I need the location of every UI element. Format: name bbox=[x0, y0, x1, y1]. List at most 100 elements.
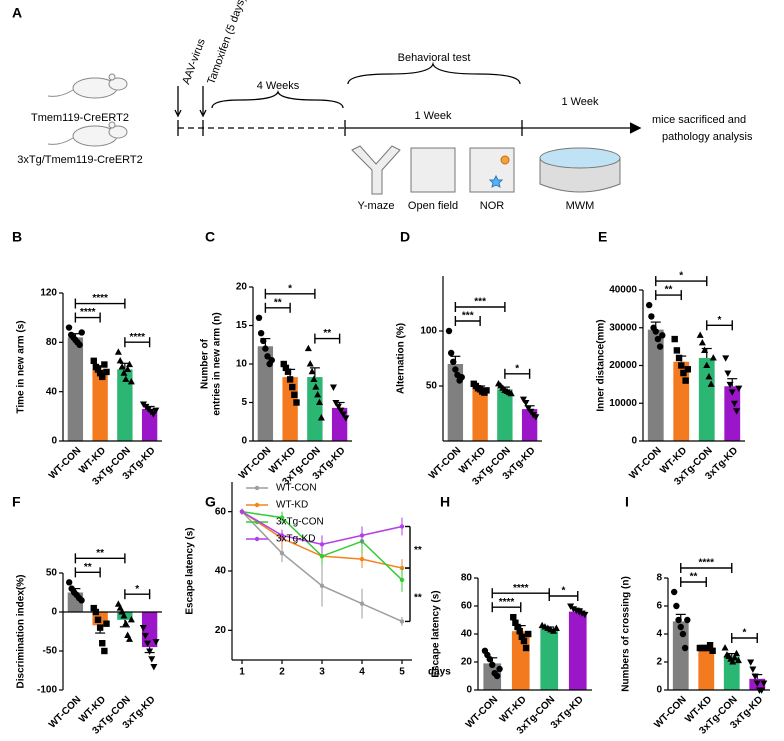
significance-label: ** bbox=[665, 285, 673, 296]
data-point bbox=[749, 666, 757, 673]
test-label: MWM bbox=[566, 200, 595, 212]
data-point bbox=[334, 403, 342, 411]
bar bbox=[497, 389, 513, 441]
significance-label: ** bbox=[414, 545, 422, 556]
data-point bbox=[728, 389, 736, 396]
data-point bbox=[447, 349, 455, 357]
data-point bbox=[319, 542, 325, 547]
data-point bbox=[125, 360, 134, 368]
data-point bbox=[94, 616, 102, 623]
data-point bbox=[141, 632, 149, 640]
significance-label: **** bbox=[513, 583, 529, 594]
data-point bbox=[496, 665, 503, 673]
significance-label: * bbox=[515, 363, 519, 374]
data-point bbox=[758, 687, 766, 694]
data-point bbox=[315, 398, 324, 406]
significance-label: **** bbox=[92, 293, 108, 304]
data-point bbox=[675, 616, 682, 624]
y-tick-label: 20 bbox=[236, 282, 248, 293]
data-point bbox=[257, 330, 265, 337]
data-point bbox=[677, 623, 684, 631]
data-point bbox=[733, 408, 741, 415]
data-point bbox=[458, 374, 465, 381]
data-point bbox=[682, 377, 689, 384]
data-point bbox=[696, 331, 704, 338]
legend-swatch bbox=[254, 502, 260, 508]
test-icons bbox=[351, 145, 621, 195]
data-point bbox=[684, 616, 691, 624]
y-tick-label: 20 bbox=[461, 657, 473, 668]
panel-letter: F bbox=[12, 494, 21, 510]
significance-label: *** bbox=[462, 311, 474, 322]
data-point bbox=[726, 381, 734, 389]
data-point bbox=[76, 341, 83, 348]
x-tick-label: WT-CON bbox=[652, 694, 688, 730]
data-point bbox=[751, 673, 759, 680]
data-point bbox=[486, 656, 494, 663]
panel-letter: G bbox=[205, 494, 216, 510]
y-tick-label: 20 bbox=[215, 625, 227, 636]
data-point bbox=[116, 356, 124, 364]
data-point bbox=[152, 639, 160, 646]
legend-label: 3xTg-CON bbox=[276, 517, 324, 528]
data-point bbox=[730, 400, 738, 408]
data-point bbox=[279, 533, 285, 538]
bar bbox=[698, 357, 715, 441]
x-tick-label: 4 bbox=[359, 667, 365, 678]
y-axis-label: Escape latency (s) bbox=[185, 527, 196, 614]
data-point bbox=[493, 672, 501, 680]
data-point bbox=[703, 361, 711, 369]
bar bbox=[698, 648, 715, 690]
data-point bbox=[359, 533, 365, 538]
data-point bbox=[680, 369, 687, 377]
data-point bbox=[279, 515, 285, 520]
data-point bbox=[268, 356, 275, 364]
y-tick-label: 60 bbox=[215, 506, 227, 517]
panel-letter: E bbox=[598, 229, 607, 245]
data-point bbox=[282, 364, 290, 372]
significance-label: * bbox=[718, 315, 722, 326]
y-tick-label: 4 bbox=[656, 629, 662, 640]
data-point bbox=[96, 369, 104, 377]
x-tick-label: 5 bbox=[399, 667, 405, 678]
data-point bbox=[317, 414, 325, 421]
data-point bbox=[319, 553, 325, 559]
data-point bbox=[264, 353, 271, 360]
data-point bbox=[706, 642, 714, 649]
data-point bbox=[332, 399, 340, 407]
panel-letter: A bbox=[12, 5, 22, 21]
data-point bbox=[654, 335, 662, 343]
panel-letter: B bbox=[12, 229, 22, 245]
legend-label: WT-CON bbox=[276, 483, 317, 494]
data-point bbox=[522, 644, 530, 652]
significance-label: ** bbox=[96, 548, 104, 559]
data-point bbox=[99, 640, 106, 647]
data-point bbox=[705, 372, 713, 380]
significance-label: **** bbox=[129, 332, 145, 343]
timeline bbox=[174, 61, 642, 136]
data-point bbox=[149, 411, 157, 418]
bar bbox=[647, 329, 664, 441]
data-point bbox=[684, 366, 692, 373]
data-point bbox=[255, 314, 263, 321]
data-point bbox=[78, 329, 85, 336]
y-tick-label: 0 bbox=[656, 685, 662, 696]
y-tick-label: 8 bbox=[656, 573, 662, 584]
data-point bbox=[118, 363, 126, 370]
data-point bbox=[522, 399, 530, 407]
data-point bbox=[127, 377, 135, 385]
data-point bbox=[342, 415, 350, 422]
data-point bbox=[679, 630, 687, 638]
data-point bbox=[279, 551, 285, 556]
x-tick-label: WT-CON bbox=[464, 694, 500, 730]
data-point bbox=[722, 355, 730, 362]
x-tick-label: WT-CON bbox=[237, 445, 273, 481]
significance-label: **** bbox=[698, 558, 714, 569]
bar bbox=[67, 337, 84, 441]
y-axis-label: Time in new arm (s) bbox=[16, 320, 27, 413]
data-point bbox=[721, 644, 729, 651]
x-axis-label: days bbox=[428, 667, 451, 678]
y-tick-label: 100 bbox=[420, 326, 437, 337]
